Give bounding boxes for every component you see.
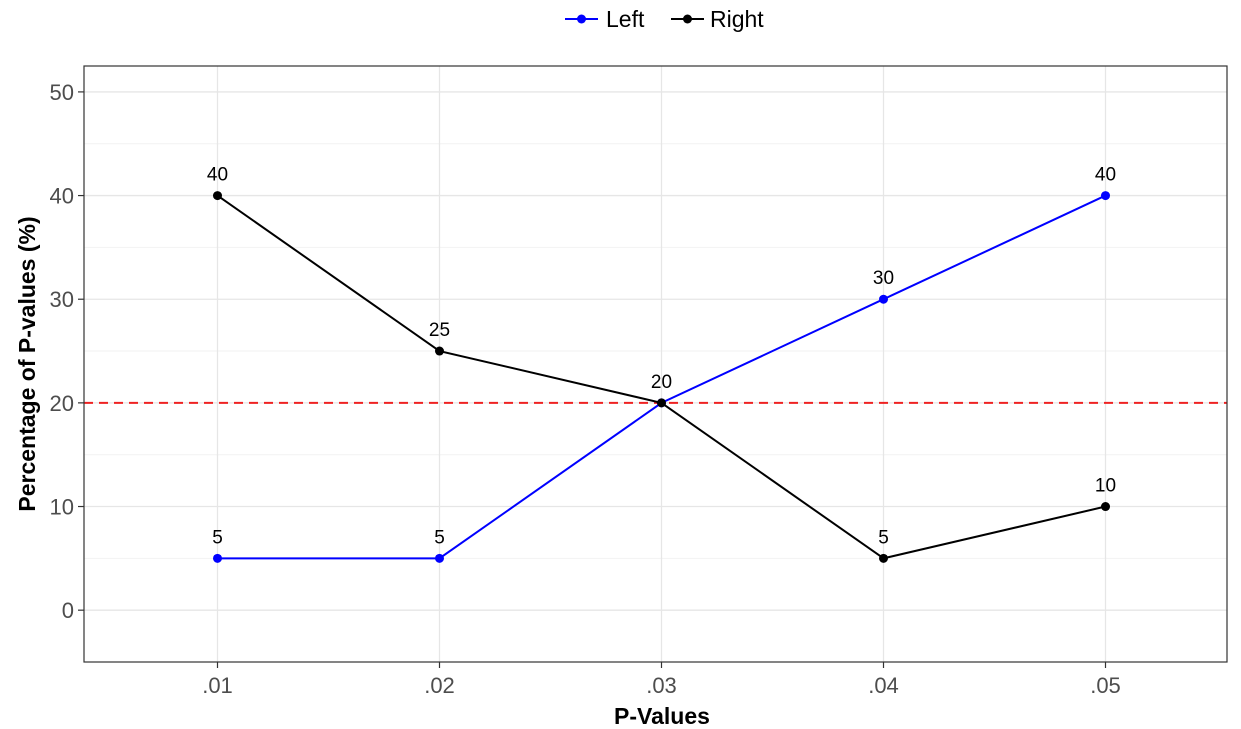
y-tick-label: 20 <box>50 391 74 416</box>
data-point-right <box>657 398 666 408</box>
data-labels: 5 5 30 40 40 25 20 5 10 <box>207 165 1116 549</box>
data-label-left: 5 <box>434 527 445 548</box>
legend: Left Right <box>565 6 764 32</box>
data-label-right: 10 <box>1095 476 1116 497</box>
data-point-left <box>879 294 888 304</box>
data-point-right <box>213 191 222 201</box>
data-label-left: 40 <box>1095 165 1116 186</box>
legend-left-marker <box>577 14 586 24</box>
y-axis-ticks: 0 10 20 30 40 50 <box>50 80 84 623</box>
data-label-right: 20 <box>651 372 672 393</box>
legend-right-marker <box>683 14 692 24</box>
data-point-left <box>435 553 444 563</box>
y-tick-label: 40 <box>50 184 74 209</box>
data-label-left: 5 <box>212 527 223 548</box>
x-tick-label: .03 <box>646 673 677 698</box>
x-axis-ticks: .01 .02 .03 .04 .05 <box>202 662 1121 698</box>
legend-left-label: Left <box>606 6 645 32</box>
data-point-right <box>435 346 444 356</box>
x-axis-title: P-Values <box>614 703 710 729</box>
y-tick-label: 50 <box>50 80 74 105</box>
data-point-right <box>1101 502 1110 512</box>
major-gridlines <box>84 66 1227 662</box>
x-tick-label: .05 <box>1090 673 1121 698</box>
legend-right-label: Right <box>710 6 764 32</box>
data-label-right: 25 <box>429 320 450 341</box>
data-label-right: 40 <box>207 165 228 186</box>
data-point-left <box>213 553 222 563</box>
series-layer <box>213 191 1110 563</box>
data-point-left <box>1101 191 1110 201</box>
plot-panel-border <box>83 65 1228 663</box>
data-point-right <box>879 553 888 563</box>
y-tick-label: 30 <box>50 287 74 312</box>
data-label-left: 30 <box>873 268 894 289</box>
minor-gridlines <box>84 143 1227 559</box>
y-tick-label: 0 <box>62 598 74 623</box>
y-tick-label: 10 <box>50 495 74 520</box>
x-tick-label: .01 <box>202 673 233 698</box>
y-axis-title: Percentage of P-values (%) <box>14 216 40 511</box>
x-tick-label: .04 <box>868 673 899 698</box>
data-label-right: 5 <box>878 527 889 548</box>
x-tick-label: .02 <box>424 673 455 698</box>
